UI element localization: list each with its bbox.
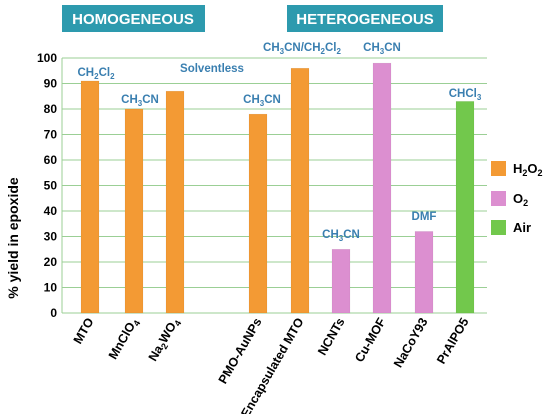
y-tick-label-20: 20 bbox=[44, 255, 58, 269]
solvent-label-nacoy93: DMF bbox=[412, 211, 437, 223]
bars bbox=[80, 62, 475, 314]
header-heterogeneous-background bbox=[287, 5, 443, 32]
y-axis: 0 10 20 30 40 50 60 70 80 90 100 bbox=[37, 51, 63, 320]
category-label-pmo-aunps: PMO-AuNPs bbox=[216, 315, 265, 386]
bar-na2wo4 bbox=[165, 90, 185, 314]
category-label-mto: MTO bbox=[71, 315, 97, 346]
y-tick-label-50: 50 bbox=[44, 179, 58, 193]
bar-pralpo5 bbox=[455, 101, 475, 314]
y-axis-label: % yield in epoxide bbox=[5, 177, 21, 299]
legend-label-o2: O2 bbox=[513, 191, 528, 208]
bar-ncnts bbox=[331, 249, 351, 314]
bar-mnclo4 bbox=[124, 108, 144, 314]
legend-label-h2o2: H2O2 bbox=[513, 161, 543, 178]
solvent-label-pralpo5: CHCl3 bbox=[449, 88, 482, 102]
category-label-mnclo4: MnClO4 bbox=[106, 316, 143, 363]
category-label-ncnts: NCNTs bbox=[315, 315, 348, 357]
legend: H2O2 O2 Air bbox=[491, 161, 543, 235]
solvent-label-mto: CH2Cl2 bbox=[77, 67, 115, 81]
legend-swatch-o2 bbox=[491, 191, 506, 206]
header-homogeneous-label: HOMOGENEOUS bbox=[72, 11, 194, 28]
solvent-label-na2wo4: Solventless bbox=[180, 63, 244, 75]
solvent-label-cu-mof: CH3CN bbox=[363, 42, 401, 56]
legend-swatch-h2o2 bbox=[491, 161, 506, 176]
bar-nacoy93 bbox=[414, 231, 434, 314]
legend-label-air: Air bbox=[513, 220, 531, 235]
category-label-cu-mof: Cu-MOF bbox=[352, 315, 389, 364]
y-tick-label-60: 60 bbox=[44, 153, 58, 167]
legend-swatch-air bbox=[491, 220, 506, 235]
y-tick-label-70: 70 bbox=[44, 128, 58, 142]
y-tick-label-40: 40 bbox=[44, 204, 58, 218]
solvent-label-encapsulated-mto: CH3CN/CH2Cl2 bbox=[263, 42, 341, 56]
y-tick-label-100: 100 bbox=[37, 51, 57, 65]
y-tick-label-10: 10 bbox=[44, 281, 58, 295]
category-label-pralpo5: PrAlPO5 bbox=[434, 315, 472, 366]
bar-cu-mof bbox=[372, 62, 392, 314]
header-homogeneous-background bbox=[62, 5, 205, 32]
header-heterogeneous-label: HETEROGENEOUS bbox=[296, 11, 434, 28]
solvent-label-mnclo4: CH3CN bbox=[121, 94, 159, 108]
y-tick-label-90: 90 bbox=[44, 77, 58, 91]
bar-pmo-aunps bbox=[248, 113, 268, 314]
category-label-na2wo4: Na2WO4 bbox=[146, 316, 184, 365]
solvent-label-ncnts: CH3CN bbox=[322, 229, 360, 243]
category-label-nacoy93: NaCoY93 bbox=[391, 315, 431, 370]
bar-encapsulated-mto bbox=[290, 67, 310, 314]
solvent-label-pmo-aunps: CH3CN bbox=[243, 94, 281, 108]
header-heterogeneous: HETEROGENEOUS bbox=[287, 5, 443, 32]
y-tick-label-80: 80 bbox=[44, 102, 58, 116]
header-homogeneous: HOMOGENEOUS bbox=[62, 5, 205, 32]
y-tick-label-30: 30 bbox=[44, 230, 58, 244]
bar-mto bbox=[80, 80, 100, 314]
y-tick-label-0: 0 bbox=[50, 306, 57, 320]
solvent-annotations: CH2Cl2 CH3CN Solventless CH3CN CH3CN/CH2Cl2 C… bbox=[77, 42, 481, 243]
